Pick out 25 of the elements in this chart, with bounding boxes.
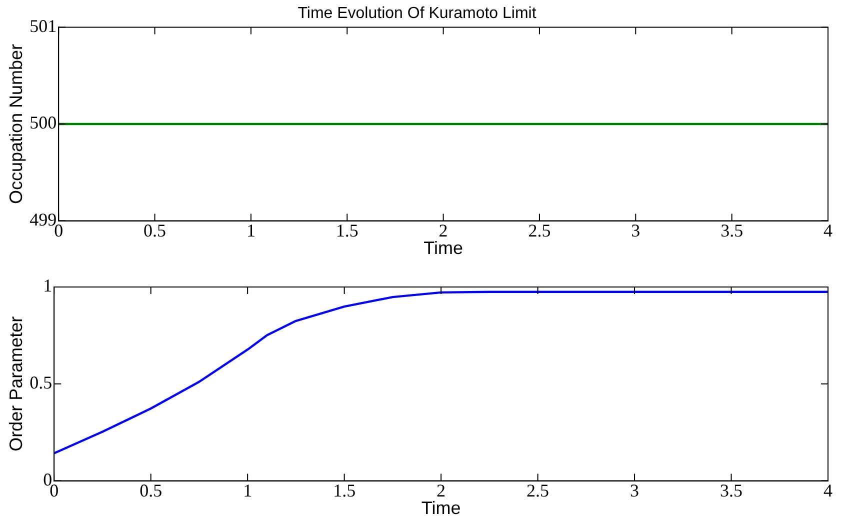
x-tick-label: 2.5	[528, 220, 551, 240]
x-tick-label: 1.5	[333, 480, 356, 500]
x-tick-label: 1.5	[336, 220, 358, 240]
y-tick-label: 500	[30, 112, 57, 133]
x-tick-label: 1	[246, 220, 256, 240]
x-tick-label: 3	[631, 220, 640, 240]
y-axis-title: Order Parameter	[6, 316, 26, 452]
y-tick-label: 0.5	[30, 372, 52, 393]
x-tick-label: 4	[824, 480, 832, 500]
x-tick-label: 4	[824, 220, 832, 240]
chart-title: Time Evolution Of Kuramoto Limit	[298, 5, 537, 22]
x-tick-label: 3.5	[720, 480, 743, 500]
x-tick-label: 3	[630, 480, 640, 500]
x-tick-label: 1	[243, 480, 252, 500]
x-tick-label: 0.5	[144, 220, 166, 240]
x-tick-label: 2	[438, 220, 448, 240]
x-tick-label: 0.5	[140, 480, 162, 500]
x-axis-title: Time	[424, 238, 463, 258]
x-tick-label: 3.5	[720, 220, 744, 240]
x-axis-title: Time	[421, 498, 461, 518]
x-tick-label: 2	[436, 480, 446, 500]
y-tick-label: 1	[43, 276, 52, 296]
x-tick-label: 2.5	[526, 480, 550, 500]
y-tick-label: 501	[30, 16, 57, 36]
y-axis-title: Occupation Number	[6, 44, 26, 204]
